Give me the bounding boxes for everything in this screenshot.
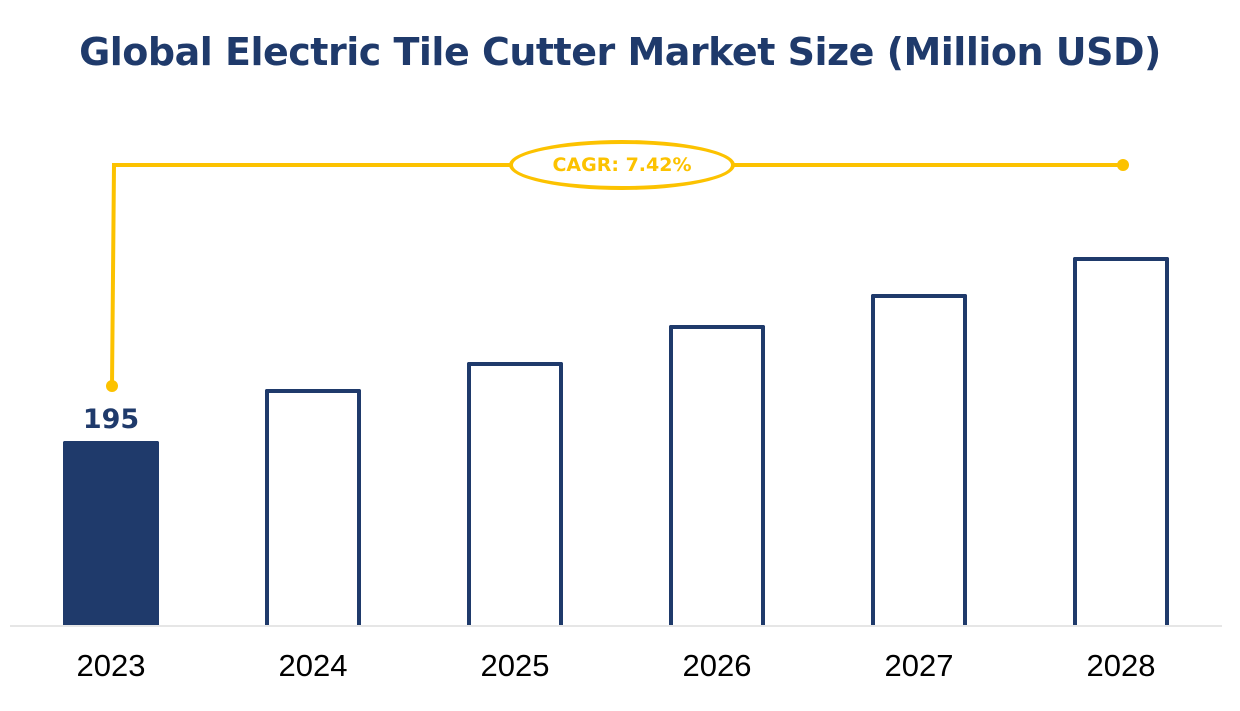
x-tick-2028: 2028: [1086, 648, 1156, 683]
bar-value-label-2023: 195: [82, 404, 140, 435]
bar-2026: [669, 325, 765, 625]
bar-2028: [1073, 257, 1169, 625]
bar-2027: [871, 294, 967, 625]
x-tick-2025: 2025: [480, 648, 550, 683]
x-tick-2023: 2023: [76, 648, 146, 683]
bar-2025: [467, 362, 563, 625]
cagr-badge: CAGR: 7.42%: [509, 140, 735, 190]
bar-2023: [63, 441, 159, 625]
x-tick-2026: 2026: [682, 648, 752, 683]
chart-title: Global Electric Tile Cutter Market Size …: [79, 30, 1161, 74]
x-tick-2024: 2024: [278, 648, 348, 683]
connector-start-dot-icon: [106, 380, 118, 392]
bar-2024: [265, 389, 361, 625]
x-axis-line: [10, 625, 1222, 627]
cagr-text: CAGR: 7.42%: [552, 154, 692, 176]
connector-end-dot-icon: [1117, 159, 1129, 171]
x-tick-2027: 2027: [884, 648, 954, 683]
